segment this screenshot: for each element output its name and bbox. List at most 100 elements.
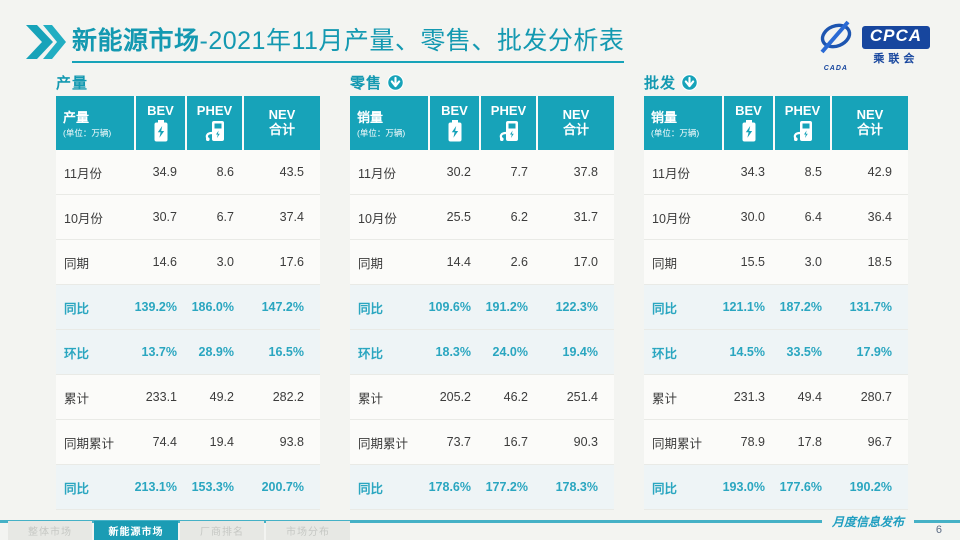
section-title-label: 批发 (644, 74, 677, 92)
header-cell-bev: BEV (430, 96, 479, 150)
row-label: 同比 (358, 301, 384, 316)
nev-value: 42.9 (867, 165, 892, 179)
bev-value: 14.6 (152, 255, 177, 269)
table-row: 累计 233.1 49.2 282.2 (56, 375, 320, 420)
table-row: 环比 13.7% 28.9% 16.5% (56, 330, 320, 375)
bev-value: 30.0 (740, 210, 765, 224)
table-header-row: 销量 (单位：万辆) BEV PHEV (644, 96, 908, 150)
header-cell-phev: PHEV (481, 96, 536, 150)
cpca-swirl-icon (820, 20, 852, 54)
retail-table-section: 零售 销量 (单位：万辆) BEV (350, 70, 614, 510)
table-row: 同期累计 78.9 17.8 96.7 (644, 420, 908, 465)
tab-nev-market[interactable]: 新能源市场 (94, 521, 178, 540)
page-number: 6 (935, 524, 942, 536)
nev-header-sublabel: 合计 (856, 122, 883, 137)
release-line: 月度信息发布 (0, 514, 960, 529)
wholesale-table-section: 批发 销量 (单位：万辆) BEV (644, 70, 908, 510)
nev-value: 131.7% (849, 300, 892, 314)
table-row: 10月份 30.0 6.4 36.4 (644, 195, 908, 240)
row-label: 累计 (652, 391, 678, 406)
row-label: 累计 (358, 391, 384, 406)
table-body: 11月份 34.3 8.5 42.9 10月份 30.0 6.4 36.4 同期 15.5 3.0 1… (644, 150, 908, 510)
page-title-bold: 新能源市场 (72, 27, 200, 55)
phev-value: 177.2% (485, 480, 528, 494)
bev-value: 231.3 (733, 390, 765, 404)
phev-value: 153.3% (191, 480, 234, 494)
table-row: 同比 139.2% 186.0% 147.2% (56, 285, 320, 330)
phev-value: 33.5% (786, 345, 822, 359)
phev-value: 17.8 (797, 435, 822, 449)
tab-market-distribution[interactable]: 市场分布 (266, 521, 350, 540)
row-label: 10月份 (358, 211, 397, 226)
header-cell-bev: BEV (724, 96, 773, 150)
phev-header-label: PHEV (196, 103, 233, 119)
header-label: 产量 (63, 110, 90, 125)
section-title-label: 产量 (56, 74, 89, 92)
table-row: 10月份 25.5 6.2 31.7 (350, 195, 614, 240)
nev-header-label: NEV (856, 107, 884, 123)
table-row: 同期 14.4 2.6 17.0 (350, 240, 614, 285)
nev-value: 17.0 (573, 255, 598, 269)
table-row: 同比 178.6% 177.2% 178.3% (350, 465, 614, 510)
production-table: 产量 (单位：万辆) BEV PHEV (56, 96, 320, 510)
nev-value: 37.4 (279, 210, 304, 224)
table-header-row: 产量 (单位：万辆) BEV PHEV (56, 96, 320, 150)
bev-value: 193.0% (722, 480, 765, 494)
nev-header-sublabel: 合计 (562, 122, 589, 137)
header-unit-note: (单位：万辆) (357, 128, 406, 138)
header-cell-label: 销量 (单位：万辆) (644, 96, 722, 150)
row-label: 同期累计 (358, 436, 409, 451)
bev-header-label: BEV (147, 103, 174, 119)
nev-value: 18.5 (867, 255, 892, 269)
nev-value: 147.2% (261, 300, 304, 314)
phev-value: 187.2% (779, 300, 822, 314)
tab-overall-market[interactable]: 整体市场 (8, 521, 92, 540)
down-arrow-circle-icon (387, 73, 404, 91)
nev-value: 122.3% (555, 300, 598, 314)
row-label: 环比 (64, 346, 90, 361)
bev-value: 14.5% (729, 345, 765, 359)
bev-value: 121.1% (722, 300, 765, 314)
table-row: 11月份 34.3 8.5 42.9 (644, 150, 908, 195)
phev-value: 16.7 (503, 435, 528, 449)
header-cell-phev: PHEV (187, 96, 242, 150)
table-row: 同期 14.6 3.0 17.6 (56, 240, 320, 285)
table-body: 11月份 34.9 8.6 43.5 10月份 30.7 6.7 37.4 同期 14.6 3.0 1… (56, 150, 320, 510)
row-label: 同期累计 (652, 436, 703, 451)
tab-oem-ranking[interactable]: 厂商排名 (180, 521, 264, 540)
slide-header: 新能源市场-2021年11月产量、零售、批发分析表 CADA CPCA 乘联会 (26, 18, 934, 72)
phev-value: 6.7 (216, 210, 234, 224)
row-label: 同比 (64, 301, 90, 316)
phev-value: 6.2 (510, 210, 528, 224)
nev-value: 36.4 (867, 210, 892, 224)
bev-value: 18.3% (435, 345, 471, 359)
phev-value: 7.7 (510, 165, 528, 179)
bev-header-label: BEV (735, 103, 762, 119)
page-title: 新能源市场-2021年11月产量、零售、批发分析表 (72, 21, 625, 63)
nev-value: 17.6 (279, 255, 304, 269)
nev-value: 280.7 (860, 390, 892, 404)
divider-line (0, 519, 822, 523)
phev-value: 28.9% (198, 345, 234, 359)
cpca-logo: CADA CPCA 乘联会 (814, 20, 930, 72)
section-title-production: 产量 (56, 70, 320, 94)
section-title-wholesale: 批发 (644, 70, 908, 94)
header-cell-nev: NEV 合计 (538, 96, 614, 150)
bev-value: 30.7 (152, 210, 177, 224)
phev-header-label: PHEV (490, 103, 527, 119)
row-label: 同比 (652, 301, 678, 316)
nev-value: 31.7 (573, 210, 598, 224)
header-cell-label: 销量 (单位：万辆) (350, 96, 428, 150)
table-row: 11月份 30.2 7.7 37.8 (350, 150, 614, 195)
nev-value: 93.8 (279, 435, 304, 449)
row-label: 10月份 (64, 211, 103, 226)
header-cell-label: 产量 (单位：万辆) (56, 96, 134, 150)
charging-pump-icon (793, 120, 812, 141)
table-row: 10月份 30.7 6.7 37.4 (56, 195, 320, 240)
table-row: 累计 205.2 46.2 251.4 (350, 375, 614, 420)
row-label: 同期 (64, 256, 90, 271)
nev-value: 190.2% (849, 480, 892, 494)
table-row: 11月份 34.9 8.6 43.5 (56, 150, 320, 195)
wholesale-table: 销量 (单位：万辆) BEV PHEV (644, 96, 908, 510)
